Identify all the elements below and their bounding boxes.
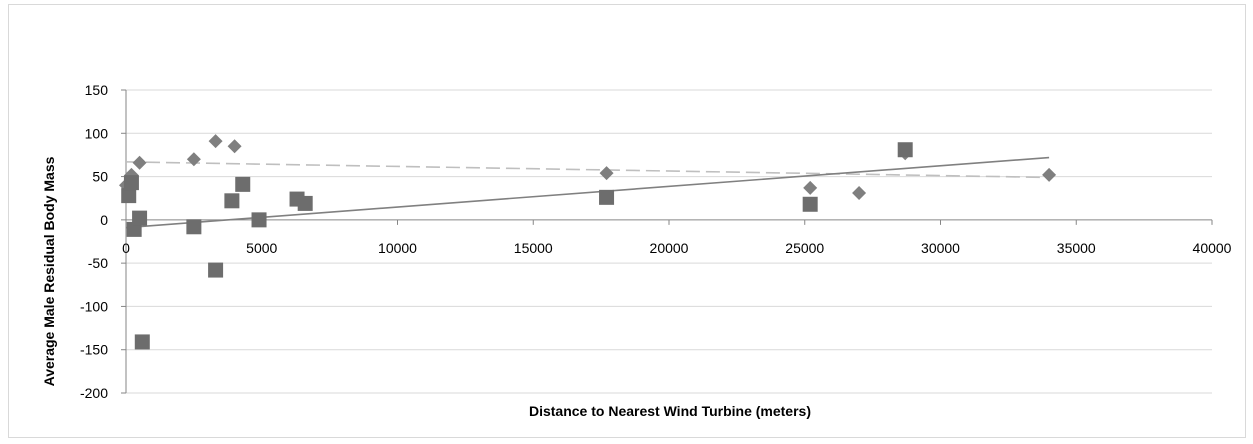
diamond-point bbox=[852, 186, 867, 201]
x-tick-label: 15000 bbox=[514, 240, 553, 256]
y-tick-label: -100 bbox=[80, 298, 108, 314]
y-axis-title: Average Male Residual Body Mass bbox=[41, 156, 57, 386]
diamond-point bbox=[227, 139, 242, 154]
x-tick-labels: 0 5000 10000 15000 20000 25000 30000 35000 40000 bbox=[122, 240, 1232, 256]
square-point bbox=[251, 212, 267, 228]
square-point bbox=[802, 196, 818, 212]
square-series-trendline bbox=[125, 156, 1050, 229]
x-tick-label: 5000 bbox=[246, 240, 277, 256]
x-axis-title: Distance to Nearest Wind Turbine (meters… bbox=[529, 403, 811, 419]
diamond-point bbox=[599, 166, 614, 181]
x-tick-label: 35000 bbox=[1057, 240, 1096, 256]
data-points bbox=[119, 134, 1057, 350]
square-point bbox=[224, 193, 240, 209]
square-point bbox=[121, 188, 137, 204]
square-point bbox=[134, 334, 150, 350]
y-tick-label: -50 bbox=[88, 255, 108, 271]
x-tick-label: 40000 bbox=[1193, 240, 1232, 256]
x-tick-label: 25000 bbox=[785, 240, 824, 256]
x-tick-label: 10000 bbox=[378, 240, 417, 256]
y-tick-label: 0 bbox=[100, 212, 108, 228]
y-tick-label: 50 bbox=[92, 169, 108, 185]
gridlines bbox=[121, 89, 1213, 394]
square-point bbox=[599, 189, 615, 205]
x-tick-label: 30000 bbox=[921, 240, 960, 256]
square-point bbox=[897, 142, 913, 158]
square-point bbox=[132, 210, 148, 226]
y-tick-label: 100 bbox=[85, 125, 109, 141]
square-point bbox=[208, 262, 224, 278]
x-tick-label: 20000 bbox=[650, 240, 689, 256]
square-point bbox=[235, 176, 251, 192]
y-tick-label: -200 bbox=[80, 385, 108, 401]
y-tick-labels: -200 -150 -100 -50 0 50 100 150 bbox=[80, 82, 108, 401]
diamond-point bbox=[132, 155, 147, 170]
diamond-point bbox=[208, 134, 223, 149]
square-point bbox=[186, 219, 202, 235]
x-tick-label: 0 bbox=[122, 240, 130, 256]
diamond-series-trendline bbox=[125, 161, 1050, 179]
square-point bbox=[297, 195, 313, 211]
square-point bbox=[123, 175, 139, 191]
y-tick-label: 150 bbox=[85, 82, 109, 98]
diamond-point bbox=[1042, 167, 1057, 182]
square-point bbox=[126, 221, 142, 237]
y-tick-label: -150 bbox=[80, 342, 108, 358]
diamond-point bbox=[186, 152, 201, 167]
trendlines bbox=[125, 156, 1050, 229]
diamond-point bbox=[803, 180, 818, 195]
